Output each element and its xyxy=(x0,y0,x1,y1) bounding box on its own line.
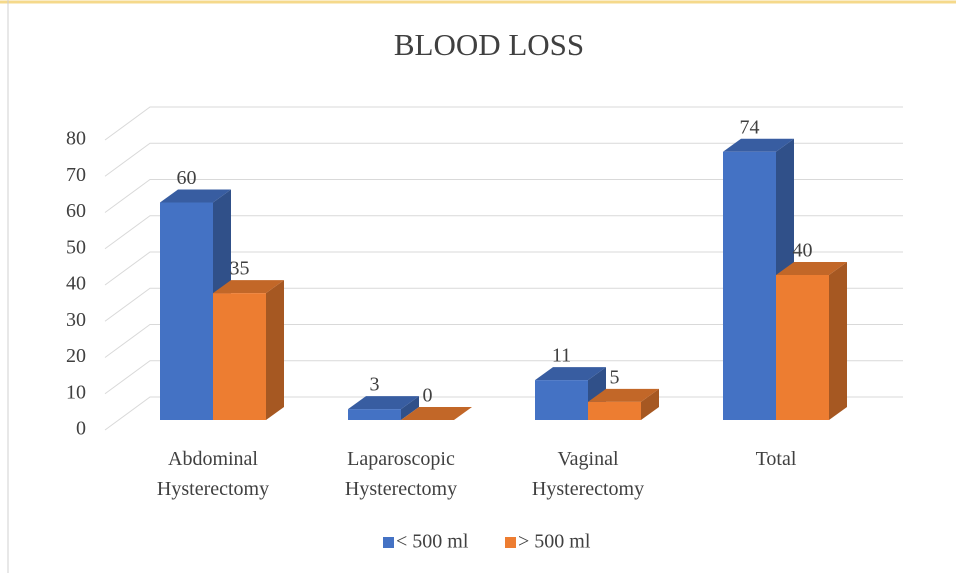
data-label: 74 xyxy=(740,116,760,138)
bar-side xyxy=(829,262,847,420)
x-tick-label: Total xyxy=(756,448,797,470)
bar-top xyxy=(776,262,847,275)
chart-title: BLOOD LOSS xyxy=(394,27,584,62)
bar xyxy=(588,401,641,420)
bar-top xyxy=(213,280,284,294)
bar-side xyxy=(401,396,419,420)
x-tick-label: Laparoscopic Hysterectomy xyxy=(345,448,457,500)
grid-line xyxy=(104,215,903,250)
grid-line xyxy=(104,360,903,395)
data-label: 11 xyxy=(552,345,571,367)
grid-line xyxy=(104,324,903,358)
grid-line xyxy=(104,142,903,177)
bar xyxy=(213,293,266,420)
grid-line xyxy=(104,251,903,286)
x-tick-label: Abdominal Hysterectomy xyxy=(157,448,269,500)
bar-top xyxy=(588,388,659,402)
bar xyxy=(723,151,776,420)
bar-top xyxy=(723,138,794,152)
data-label: 35 xyxy=(230,258,250,280)
data-label: 3 xyxy=(370,374,380,396)
data-label: 40 xyxy=(793,240,813,262)
y-tick-label: 40 xyxy=(66,273,86,295)
y-tick-label: 20 xyxy=(66,345,86,367)
y-tick-label: 0 xyxy=(76,418,86,440)
y-tick-label: 80 xyxy=(66,128,86,150)
y-tick-label: 50 xyxy=(66,236,86,258)
bar-side xyxy=(641,388,659,420)
legend-label: > 500 ml xyxy=(518,531,591,553)
grid-line xyxy=(104,287,903,322)
bar xyxy=(776,275,829,420)
bar-top xyxy=(535,367,606,381)
bar-top xyxy=(401,407,472,420)
bar-side xyxy=(266,280,284,420)
y-tick-label: 60 xyxy=(66,200,86,222)
bar xyxy=(535,380,588,420)
y-tick-label: 10 xyxy=(66,381,86,403)
legend-label: < 500 ml xyxy=(396,531,469,553)
legend-swatch xyxy=(383,537,394,548)
data-label: 5 xyxy=(610,366,620,388)
bar xyxy=(160,202,213,420)
bar xyxy=(348,409,401,420)
grid-line xyxy=(104,106,903,141)
y-tick-label: 30 xyxy=(66,309,86,331)
data-label: 0 xyxy=(423,385,433,407)
bar-top xyxy=(348,396,419,410)
grid-line xyxy=(104,179,903,213)
y-tick-label: 70 xyxy=(66,164,86,186)
legend-swatch xyxy=(505,537,516,548)
x-tick-label: Vaginal Hysterectomy xyxy=(532,448,644,500)
bar-top xyxy=(160,189,231,203)
data-label: 60 xyxy=(177,167,197,189)
